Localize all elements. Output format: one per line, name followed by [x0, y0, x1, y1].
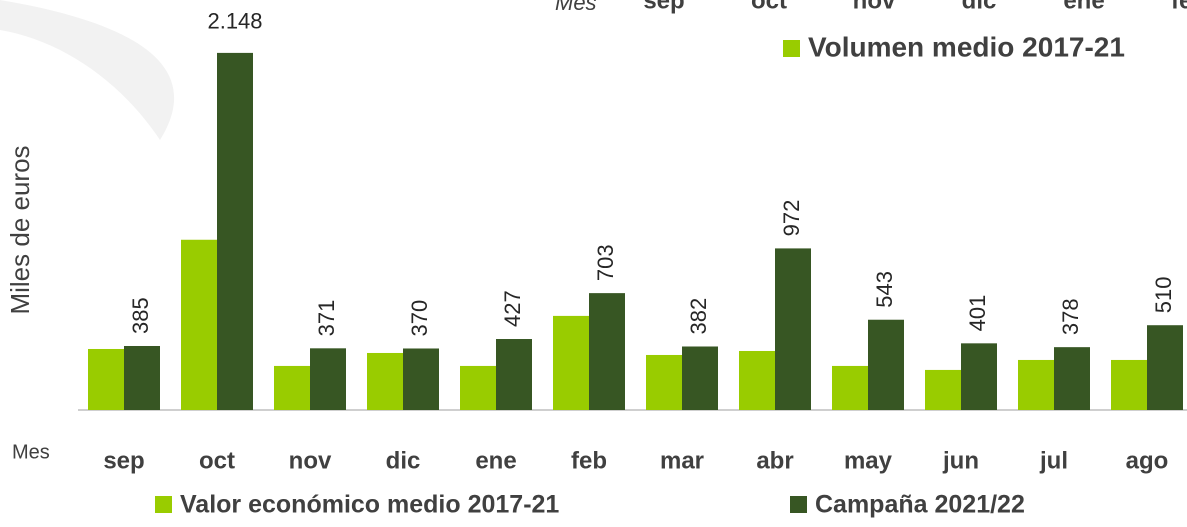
x-tick-label: jun	[942, 447, 979, 474]
bar	[925, 369, 961, 410]
bar	[1054, 347, 1090, 410]
legend-swatch	[790, 496, 807, 513]
bar	[403, 348, 439, 410]
x-tick-label: mar	[660, 447, 704, 474]
bar	[310, 348, 346, 410]
overlay-category: dic	[962, 0, 997, 14]
bar	[961, 343, 997, 410]
legend-label: Volumen medio 2017-21	[808, 31, 1125, 62]
bar	[1018, 359, 1054, 410]
bar	[832, 365, 868, 410]
legend-label: Valor económico medio 2017-21	[180, 491, 559, 519]
overlay-category: nov	[853, 0, 896, 14]
x-tick-label: ago	[1126, 447, 1169, 474]
value-label: 510	[1151, 276, 1176, 313]
x-tick-label: jul	[1039, 447, 1068, 474]
value-label: 385	[128, 297, 153, 334]
x-tick-label: may	[844, 447, 893, 474]
value-label: 543	[872, 271, 897, 308]
bar	[460, 365, 496, 410]
legend-swatch	[783, 40, 800, 57]
x-tick-label: oct	[199, 447, 235, 474]
bar	[274, 365, 310, 410]
overlay-category: feb	[1171, 0, 1187, 14]
value-label: 703	[593, 244, 618, 281]
overlay-category: sep	[643, 0, 684, 14]
bar	[367, 352, 403, 410]
background-leaf	[0, 0, 175, 140]
overlay-category: ene	[1063, 0, 1104, 14]
legend-swatch	[155, 496, 172, 513]
bar	[775, 248, 811, 410]
overlay-category: oct	[751, 0, 787, 14]
x-tick-label: sep	[103, 447, 144, 474]
value-label: 972	[779, 200, 804, 237]
value-label: 2.148	[207, 9, 262, 34]
bar	[682, 346, 718, 410]
bar	[553, 315, 589, 410]
x-axis-label: Mes	[12, 441, 50, 463]
bar	[1111, 359, 1147, 410]
bar	[217, 52, 253, 411]
y-axis-label: Miles de euros	[5, 145, 35, 314]
value-label: 401	[965, 295, 990, 332]
x-tick-label: abr	[756, 447, 793, 474]
value-label: 427	[500, 290, 525, 327]
x-tick-label: nov	[289, 447, 332, 474]
bar	[739, 350, 775, 410]
value-label: 382	[686, 298, 711, 335]
value-label: 370	[407, 300, 432, 337]
overlay-axis-label: Mes	[555, 0, 597, 15]
bar	[124, 345, 160, 410]
bar	[496, 339, 532, 410]
bar	[868, 319, 904, 410]
legend-label: Campaña 2021/22	[815, 491, 1025, 519]
bar	[1147, 325, 1183, 410]
bar	[589, 293, 625, 410]
x-tick-label: dic	[386, 447, 421, 474]
bar	[88, 348, 124, 410]
bar	[646, 354, 682, 410]
x-tick-label: ene	[475, 447, 516, 474]
bar	[181, 239, 217, 410]
value-label: 378	[1058, 298, 1083, 335]
x-tick-label: feb	[571, 447, 607, 474]
value-label: 371	[314, 300, 339, 337]
